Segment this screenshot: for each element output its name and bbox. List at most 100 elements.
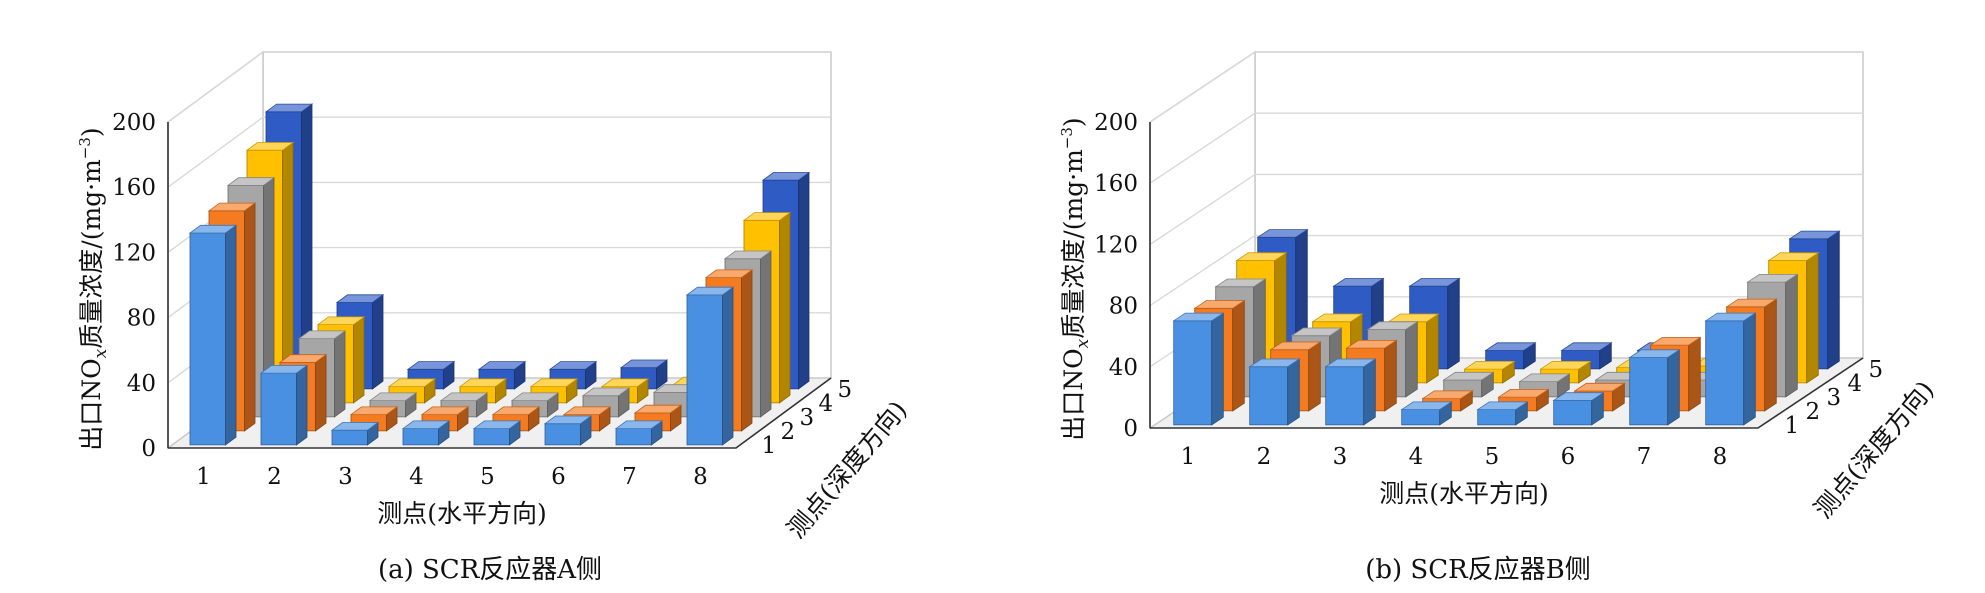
y-title-sub: x bbox=[1073, 338, 1093, 348]
y-title-sup: −3 bbox=[76, 137, 94, 159]
bar-side bbox=[1211, 312, 1224, 426]
bar-top bbox=[1560, 342, 1613, 351]
axis-edge bbox=[168, 377, 832, 449]
bar-top bbox=[1704, 312, 1757, 322]
bar-front bbox=[189, 232, 226, 446]
bar-side bbox=[1232, 299, 1245, 412]
y-title-sub: x bbox=[91, 348, 111, 358]
bar-top bbox=[1463, 360, 1516, 370]
bar-side bbox=[779, 211, 791, 404]
gridline bbox=[1149, 112, 1863, 184]
bar-top bbox=[723, 250, 773, 260]
bar-1-depth-1 bbox=[1172, 312, 1225, 426]
bar-front bbox=[615, 428, 652, 446]
y-tick-label: 200 bbox=[112, 110, 156, 136]
bar-top bbox=[1311, 313, 1364, 323]
bar-top bbox=[1290, 327, 1343, 337]
chart-caption: (b) SCR反应器B侧 bbox=[1365, 555, 1591, 585]
bar-front bbox=[1477, 409, 1517, 426]
bar-side bbox=[1405, 321, 1418, 398]
depth-tick-label: 1 bbox=[762, 433, 777, 459]
bar-top bbox=[491, 406, 541, 416]
bar-side bbox=[1806, 252, 1819, 384]
y-axis-title: 出口NOx质量浓度/(mg·m−3) bbox=[76, 127, 111, 450]
bar-side bbox=[372, 294, 384, 390]
bar-top bbox=[1269, 341, 1322, 351]
y-tick-label: 160 bbox=[112, 175, 156, 201]
bar-side bbox=[760, 250, 772, 418]
bar-8-depth-1 bbox=[685, 286, 735, 446]
y-tick-label: 120 bbox=[1094, 232, 1138, 258]
depth-tick-label: 5 bbox=[838, 377, 853, 403]
bar-top bbox=[633, 404, 683, 414]
bar-top bbox=[335, 294, 385, 303]
bar-side bbox=[741, 269, 753, 432]
bar-front bbox=[686, 294, 723, 446]
bar-top bbox=[1248, 358, 1301, 368]
bar-top bbox=[401, 420, 451, 430]
bar-front bbox=[402, 428, 439, 446]
y-tick-label: 0 bbox=[1123, 416, 1138, 442]
bar-front bbox=[1401, 409, 1441, 426]
y-title-main: 出口NO bbox=[77, 358, 106, 450]
x-tick-label: 3 bbox=[338, 464, 353, 490]
bar-top bbox=[1552, 392, 1605, 401]
bar-top bbox=[562, 406, 612, 416]
bar-top bbox=[226, 177, 276, 186]
depth-tick-label: 3 bbox=[1827, 385, 1842, 411]
bar-top bbox=[259, 364, 309, 374]
bar-top bbox=[1442, 371, 1495, 381]
bar-top bbox=[188, 224, 238, 234]
bar-side bbox=[1447, 277, 1460, 370]
bar-top bbox=[543, 415, 593, 425]
bar-top bbox=[1366, 321, 1419, 330]
depth-tick-label: 2 bbox=[781, 419, 796, 445]
bar-front bbox=[1325, 366, 1365, 426]
bar-side bbox=[315, 353, 327, 432]
bar-top bbox=[1332, 278, 1385, 287]
bar-top bbox=[472, 420, 522, 430]
x-tick-label: 5 bbox=[1485, 444, 1500, 470]
bar-front bbox=[331, 429, 368, 446]
bar-top bbox=[245, 142, 295, 151]
y-tick-label: 40 bbox=[127, 371, 156, 397]
bar-top bbox=[1214, 278, 1267, 288]
bar-5-depth-1 bbox=[1476, 401, 1529, 426]
bar-3-depth-1 bbox=[1324, 358, 1377, 426]
gridline bbox=[1149, 51, 1863, 123]
bar-top bbox=[761, 172, 811, 181]
bar-top bbox=[1746, 273, 1799, 283]
bar-top bbox=[264, 103, 314, 113]
bar-top bbox=[297, 330, 347, 340]
y-tick-label: 120 bbox=[112, 240, 156, 266]
bar-front bbox=[260, 372, 297, 446]
bar-top bbox=[278, 354, 328, 363]
y-title-tail: 质量浓度/(mg·m bbox=[77, 159, 106, 349]
bar-top bbox=[1628, 349, 1681, 358]
x-tick-label: 5 bbox=[480, 464, 495, 490]
bar-side bbox=[225, 224, 237, 446]
bar-side bbox=[296, 364, 308, 446]
y-title-close: ) bbox=[1059, 117, 1088, 127]
bar-top bbox=[458, 378, 508, 388]
bar-front bbox=[1705, 320, 1745, 426]
bar-7-depth-1 bbox=[614, 420, 664, 446]
bar-side bbox=[722, 286, 734, 446]
x-tick-label: 8 bbox=[693, 464, 708, 490]
x-tick-label: 6 bbox=[551, 464, 566, 490]
bar-side bbox=[1743, 312, 1756, 426]
bar-top bbox=[548, 361, 598, 370]
x-axis-title: 测点(水平方向) bbox=[377, 499, 547, 528]
gridline bbox=[167, 51, 831, 123]
bar-top bbox=[1172, 312, 1225, 322]
chart-caption: (a) SCR反应器A侧 bbox=[378, 555, 602, 585]
bar-top bbox=[420, 406, 470, 416]
bar-top bbox=[510, 392, 560, 402]
bar-side bbox=[1287, 358, 1300, 426]
bar-top bbox=[1345, 339, 1398, 349]
bar-top bbox=[1235, 252, 1288, 261]
depth-tick-label: 4 bbox=[1848, 371, 1863, 397]
bar-side bbox=[1827, 230, 1840, 370]
y-tick-label: 160 bbox=[1094, 171, 1138, 197]
